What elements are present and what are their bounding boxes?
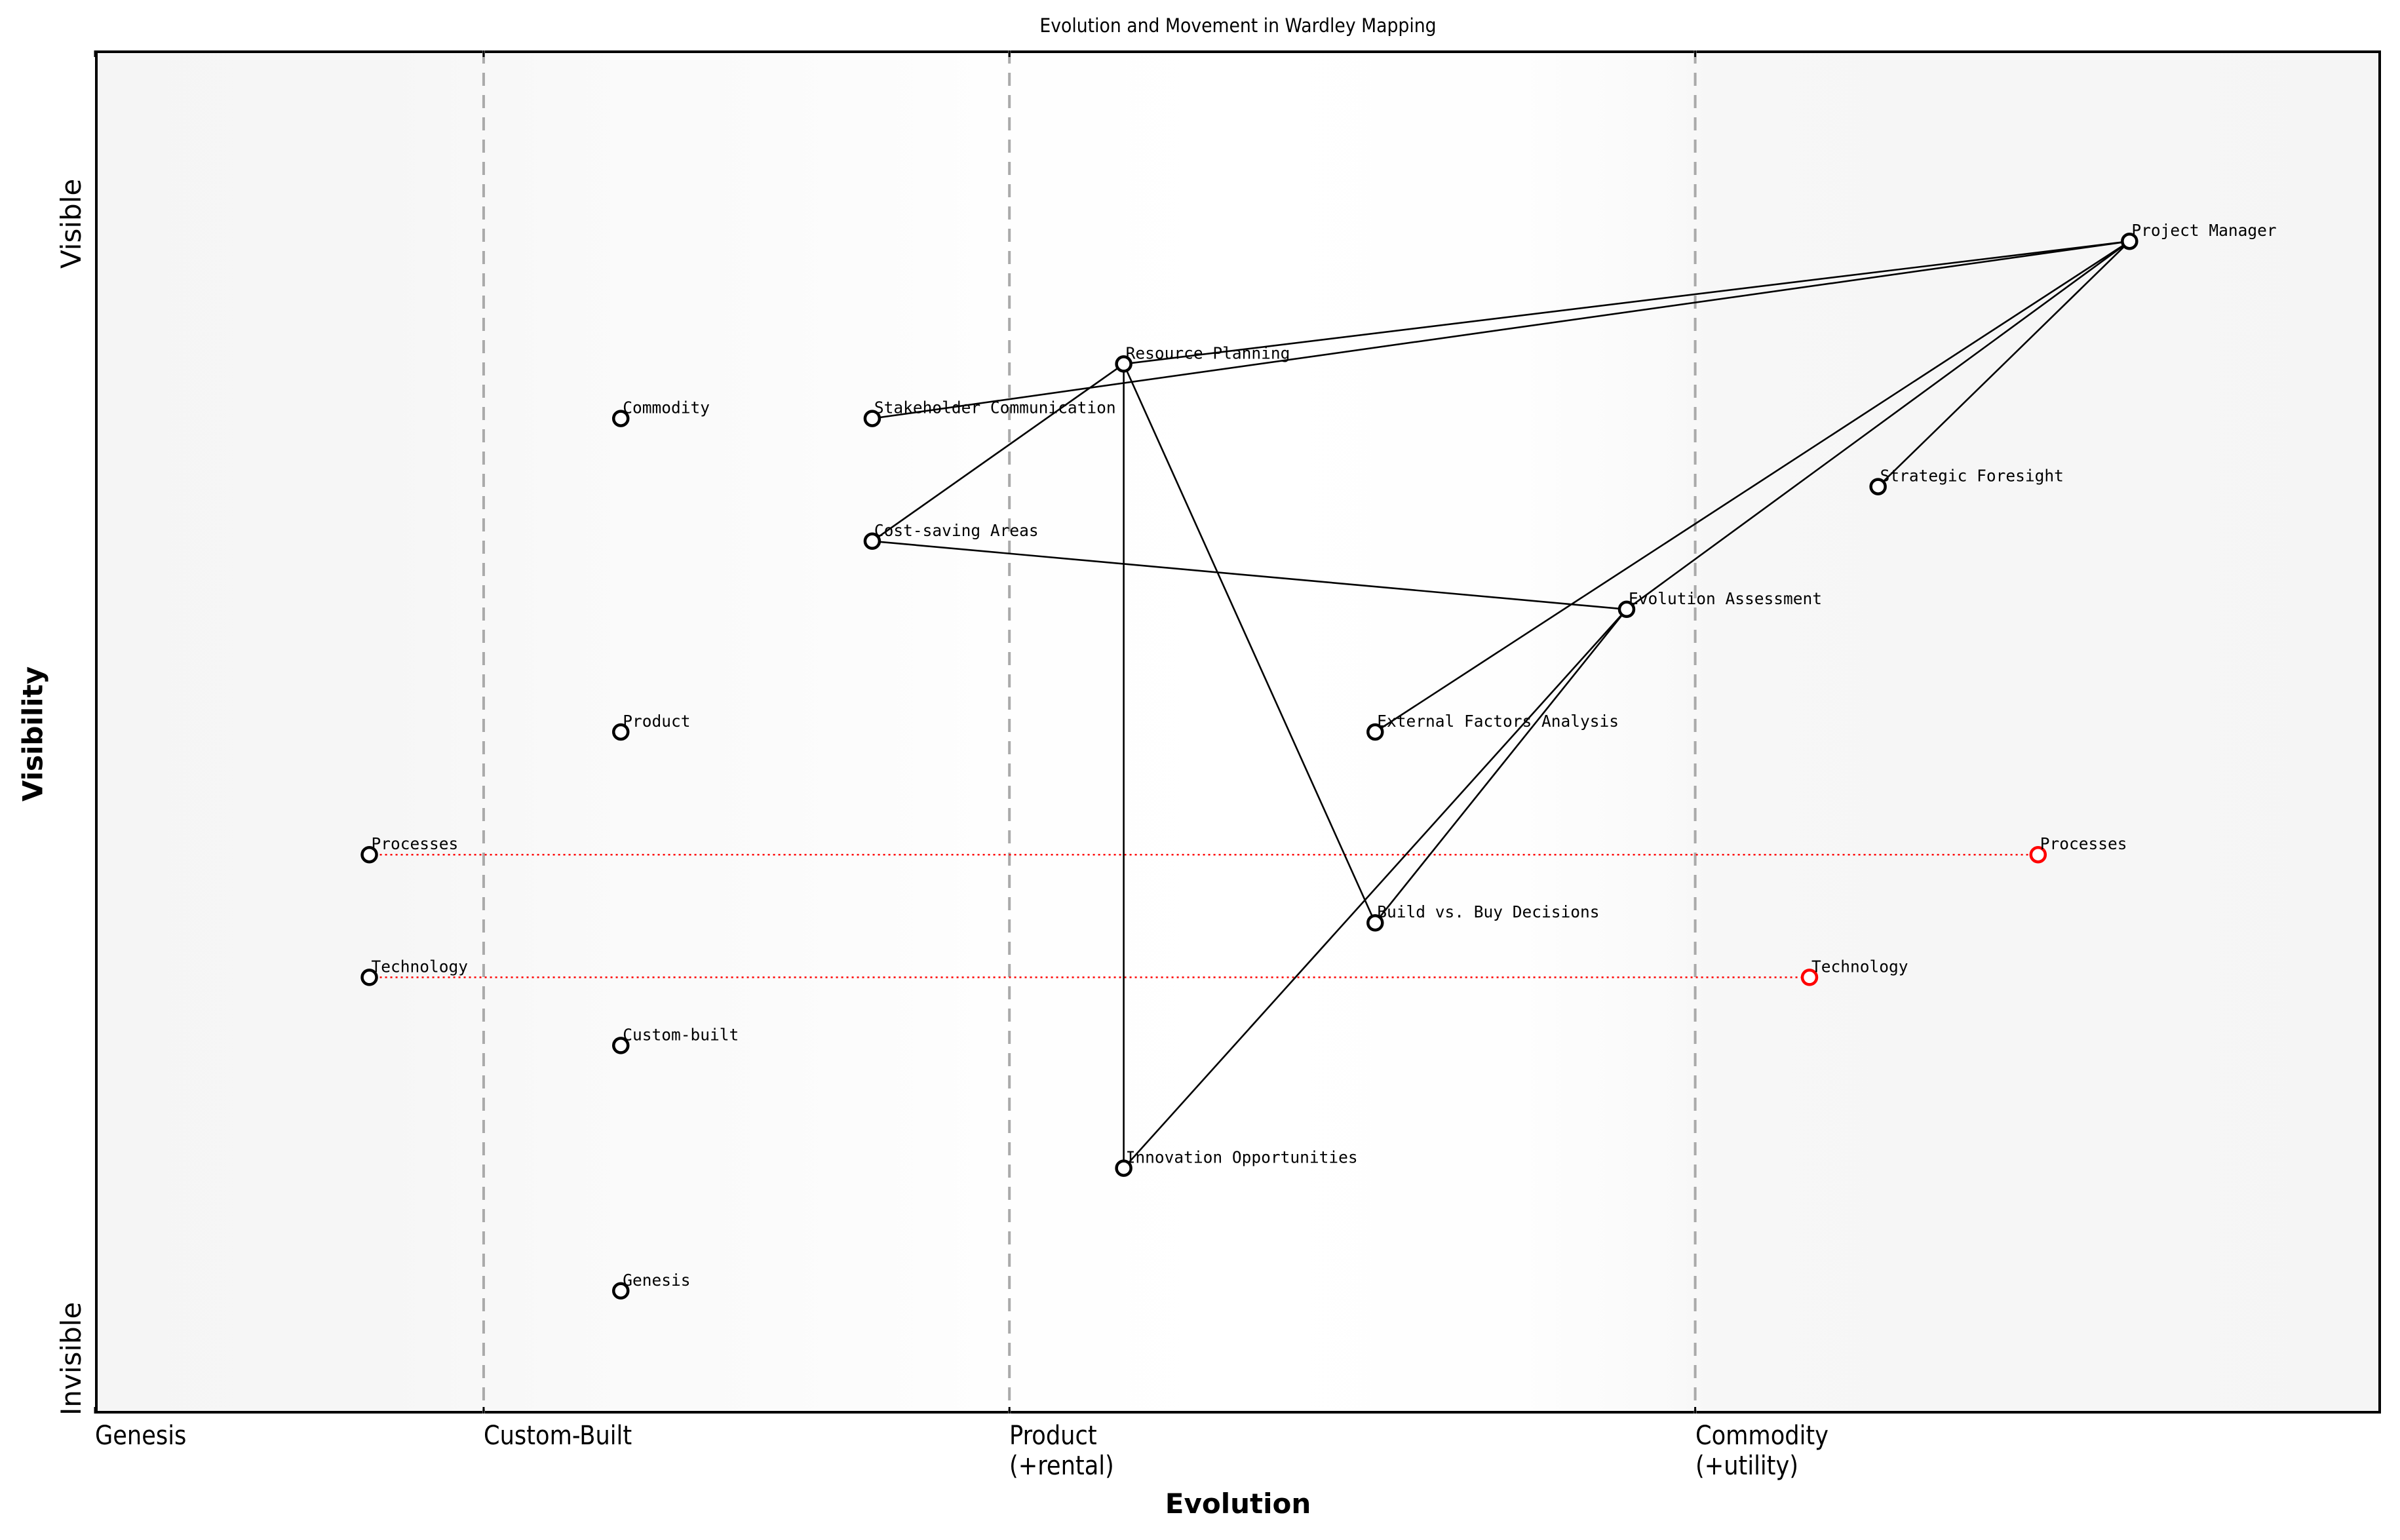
stage-dividers [482, 50, 1697, 1414]
x-tick-label: Custom-Built [483, 1421, 632, 1451]
dependency-lines [872, 240, 2131, 1169]
dependency-line [872, 363, 1125, 542]
map-component[interactable]: Processes [360, 834, 459, 864]
component-node-icon[interactable] [611, 1282, 630, 1300]
component-node-icon[interactable] [1366, 914, 1384, 932]
component-label: Product [623, 712, 690, 731]
component-nodes: Project Manager Resource Planning Commodit… [360, 221, 2277, 1300]
component-node-icon[interactable] [611, 410, 630, 427]
component-node-icon[interactable] [1366, 723, 1384, 741]
x-tick-label: Product (+rental) [1009, 1421, 1114, 1481]
map-component[interactable]: Project Manager [2121, 221, 2277, 250]
map-component[interactable]: Resource Planning [1115, 343, 1290, 373]
component-node-icon[interactable] [863, 410, 881, 427]
movement-lines [369, 853, 2038, 978]
plot-area: Project Manager Resource Planning Commodit… [94, 50, 2381, 1414]
map-component[interactable]: Technology [1800, 957, 1908, 986]
component-node-icon[interactable] [2121, 232, 2139, 250]
component-node-icon[interactable] [611, 1037, 630, 1054]
map-component[interactable]: External Factors Analysis [1366, 712, 1619, 741]
component-label: Project Manager [2131, 221, 2276, 240]
component-label: Commodity [623, 398, 710, 417]
component-label: Cost-saving Areas [874, 521, 1039, 540]
component-label: Innovation Opportunities [1126, 1148, 1358, 1167]
component-label: External Factors Analysis [1377, 712, 1619, 731]
map-component[interactable]: Technology [360, 957, 469, 986]
map-canvas: Project Manager Resource Planning Commodit… [94, 50, 2277, 1414]
component-label: Resource Planning [1126, 343, 1290, 362]
dependency-line [1123, 608, 1627, 1169]
axis-ticks [94, 50, 1697, 1414]
map-component[interactable]: Genesis [611, 1271, 691, 1300]
dependency-line [1877, 241, 2131, 488]
map-component[interactable]: Evolution Assessment [1617, 589, 1822, 619]
component-label: Technology [372, 957, 469, 976]
map-component[interactable]: Strategic Foresight [1869, 467, 2064, 495]
component-label: Evolution Assessment [1629, 589, 1822, 608]
x-tick-label: Genesis [95, 1421, 187, 1451]
x-axis-label: Evolution [1165, 1488, 1311, 1520]
component-node-icon[interactable] [611, 723, 630, 741]
component-label: Technology [1811, 957, 1908, 976]
component-node-icon[interactable] [1800, 969, 1819, 986]
map-component[interactable]: Cost-saving Areas [863, 521, 1039, 550]
component-node-icon[interactable] [1115, 355, 1132, 373]
component-node-icon[interactable] [1869, 478, 1887, 495]
y-tick-visible: Visible [55, 178, 87, 269]
component-node-icon[interactable] [2029, 845, 2047, 864]
component-label: Genesis [623, 1271, 690, 1290]
y-axis-label: Visibility [16, 666, 49, 802]
map-component[interactable]: Custom-built [611, 1025, 739, 1054]
dependency-line [1374, 608, 1627, 924]
component-label: Stakeholder Communication [874, 398, 1116, 417]
dependency-line [872, 240, 2130, 419]
component-label: Processes [372, 834, 459, 853]
map-component[interactable]: Build vs. Buy Decisions [1366, 902, 1600, 932]
component-label: Custom-built [623, 1025, 739, 1044]
component-label: Strategic Foresight [1880, 467, 2064, 486]
map-component[interactable]: Stakeholder Communication [863, 398, 1116, 427]
component-node-icon[interactable] [1115, 1159, 1132, 1177]
component-node-icon[interactable] [1617, 600, 1636, 619]
component-node-icon[interactable] [360, 845, 378, 864]
component-label: Build vs. Buy Decisions [1377, 902, 1599, 921]
component-node-icon[interactable] [863, 532, 881, 550]
map-component[interactable]: Processes [2029, 834, 2127, 864]
component-node-icon[interactable] [360, 969, 378, 986]
map-component[interactable]: Commodity [611, 398, 710, 427]
map-component[interactable]: Innovation Opportunities [1115, 1148, 1358, 1177]
chart-title: Evolution and Movement in Wardley Mappin… [1039, 14, 1437, 37]
dependency-line [1123, 240, 2130, 365]
y-tick-invisible: Invisible [55, 1301, 87, 1415]
dependency-line [1123, 363, 1376, 923]
dependency-line [1626, 241, 2131, 610]
component-label: Processes [2040, 834, 2127, 853]
x-tick-label: Commodity (+utility) [1695, 1421, 1829, 1481]
map-component[interactable]: Product [611, 712, 691, 741]
dependency-line [1374, 241, 2131, 733]
dependency-line [872, 540, 1627, 611]
